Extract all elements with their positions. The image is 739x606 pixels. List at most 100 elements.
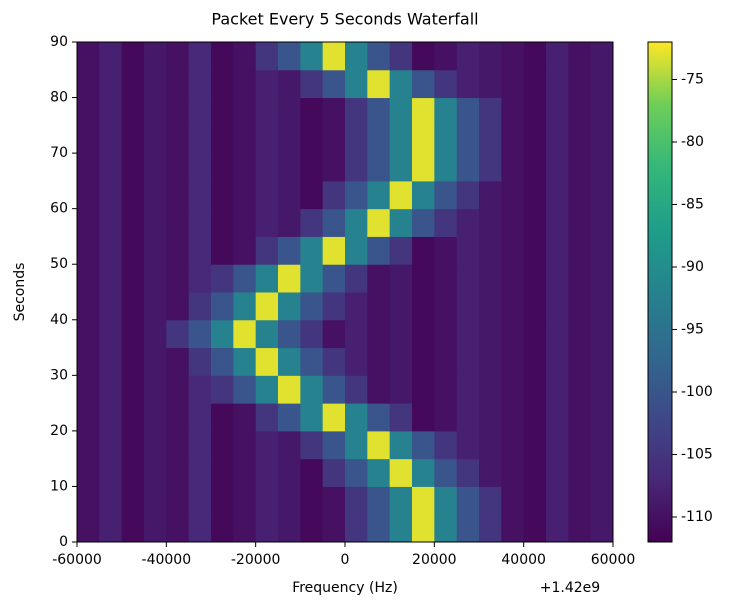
heat-cell — [144, 264, 167, 293]
heat-cell — [211, 153, 234, 182]
heat-cell — [546, 208, 569, 237]
heat-cell — [501, 153, 525, 182]
heat-cell — [389, 125, 413, 154]
heat-cell — [389, 375, 413, 404]
heat-cell — [389, 208, 413, 237]
heat-cell — [300, 69, 324, 99]
heat-cell — [523, 42, 547, 71]
heat-cell — [546, 319, 569, 349]
heat-cell — [546, 486, 569, 515]
heat-cell — [434, 375, 458, 404]
heat-cell — [99, 97, 123, 126]
heat-cell — [255, 153, 279, 182]
heat-cell — [188, 347, 212, 376]
colorbar-tick-label: -105 — [681, 447, 713, 463]
heat-cell — [546, 264, 569, 293]
heat-cell — [546, 180, 569, 210]
heat-cell — [233, 69, 257, 99]
heat-cell — [389, 319, 413, 349]
heat-cell — [278, 319, 301, 349]
heat-cell — [233, 264, 257, 293]
heat-cell — [367, 319, 391, 349]
colorbar-tick-label: -100 — [681, 384, 713, 400]
heat-cell — [434, 125, 458, 154]
heat-cell — [121, 208, 145, 237]
heat-cell — [434, 292, 458, 321]
heat-cell — [345, 430, 368, 460]
heat-cell — [568, 153, 592, 182]
heat-cell — [434, 514, 458, 543]
heat-cell — [367, 430, 391, 460]
heat-cell — [412, 375, 435, 404]
heat-cell — [99, 236, 123, 265]
heat-cell — [412, 69, 435, 99]
heat-cell — [367, 208, 391, 237]
heat-cell — [255, 347, 279, 376]
heat-cell — [233, 42, 257, 71]
heat-cell — [568, 319, 592, 349]
heat-cell — [255, 486, 279, 515]
heat-cell — [99, 430, 123, 460]
heat-cell — [456, 430, 480, 460]
heat-cell — [367, 42, 391, 71]
heat-cell — [367, 264, 391, 293]
heat-cell — [233, 292, 257, 321]
heat-cell — [322, 292, 346, 321]
heat-cell — [590, 458, 614, 487]
heat-cell — [121, 486, 145, 515]
heat-cell — [412, 403, 435, 432]
heat-cell — [121, 430, 145, 460]
heat-cell — [211, 264, 234, 293]
heat-cell — [121, 125, 145, 154]
heat-cell — [300, 403, 324, 432]
heat-cell — [322, 69, 346, 99]
heat-cell — [412, 264, 435, 293]
x-tick-label: 20000 — [412, 552, 457, 568]
heat-cell — [479, 375, 502, 404]
heat-cell — [412, 97, 435, 126]
heat-cell — [367, 458, 391, 487]
heat-cell — [546, 69, 569, 99]
y-tick-label: 60 — [50, 201, 68, 217]
heat-cell — [501, 42, 525, 71]
heat-cell — [345, 69, 368, 99]
heat-cell — [590, 264, 614, 293]
heat-cell — [322, 264, 346, 293]
heat-cell — [121, 180, 145, 210]
heat-cell — [233, 430, 257, 460]
heat-cell — [211, 514, 234, 543]
heat-cell — [121, 97, 145, 126]
heat-cell — [166, 125, 190, 154]
heat-cell — [479, 69, 502, 99]
heat-cell — [345, 375, 368, 404]
y-tick-label: 0 — [59, 534, 68, 550]
heat-cell — [389, 264, 413, 293]
heat-cell — [523, 486, 547, 515]
heat-cell — [322, 403, 346, 432]
heat-cell — [389, 180, 413, 210]
heat-cell — [322, 375, 346, 404]
heat-cell — [412, 514, 435, 543]
heat-cell — [412, 180, 435, 210]
heat-cell — [590, 375, 614, 404]
heat-cell — [77, 319, 100, 349]
heat-cell — [501, 69, 525, 99]
heat-cell — [434, 319, 458, 349]
heat-cell — [211, 208, 234, 237]
colorbar — [647, 41, 673, 543]
x-tick-label: -20000 — [231, 552, 281, 568]
heat-cell — [144, 97, 167, 126]
heat-cell — [233, 236, 257, 265]
heat-cell — [523, 458, 547, 487]
heat-cell — [345, 514, 368, 543]
heat-cell — [367, 236, 391, 265]
heat-cell — [188, 69, 212, 99]
heat-cell — [479, 347, 502, 376]
heat-cell — [233, 347, 257, 376]
heat-cell — [345, 292, 368, 321]
heat-cell — [389, 347, 413, 376]
heat-cell — [211, 430, 234, 460]
heat-cell — [456, 319, 480, 349]
heat-cell — [389, 403, 413, 432]
heat-cell — [255, 264, 279, 293]
